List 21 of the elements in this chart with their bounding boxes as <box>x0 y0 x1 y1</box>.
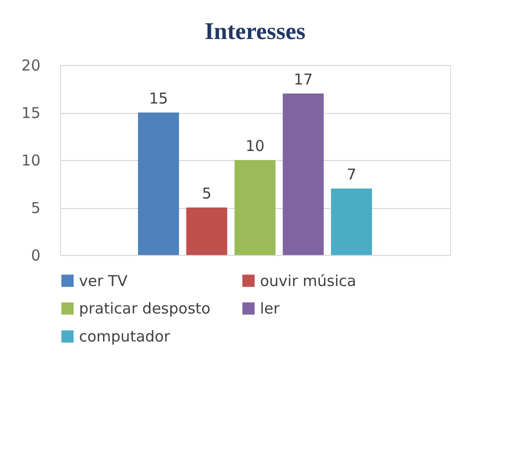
data-label: 5 <box>202 184 212 202</box>
y-tick-label: 15 <box>21 104 40 122</box>
bar <box>138 112 180 255</box>
y-tick-label: 5 <box>30 199 40 217</box>
legend-label: ler <box>260 300 280 318</box>
data-label: 7 <box>346 166 356 184</box>
legend-label: ver TV <box>79 272 128 290</box>
data-label: 17 <box>294 70 313 88</box>
y-tick-label: 0 <box>30 246 40 264</box>
data-label: 10 <box>245 137 265 155</box>
legend-label: praticar desposto <box>79 300 210 318</box>
legend-label: ouvir música <box>260 272 356 290</box>
y-tick-label: 10 <box>21 152 40 170</box>
chart-title: Interesses <box>204 19 306 45</box>
bar <box>330 188 372 255</box>
data-label: 15 <box>148 90 168 108</box>
y-tick-label: 20 <box>21 56 40 74</box>
bar <box>282 94 324 255</box>
bar <box>234 160 276 255</box>
legend-label: computador <box>79 328 171 346</box>
bar <box>186 208 228 255</box>
